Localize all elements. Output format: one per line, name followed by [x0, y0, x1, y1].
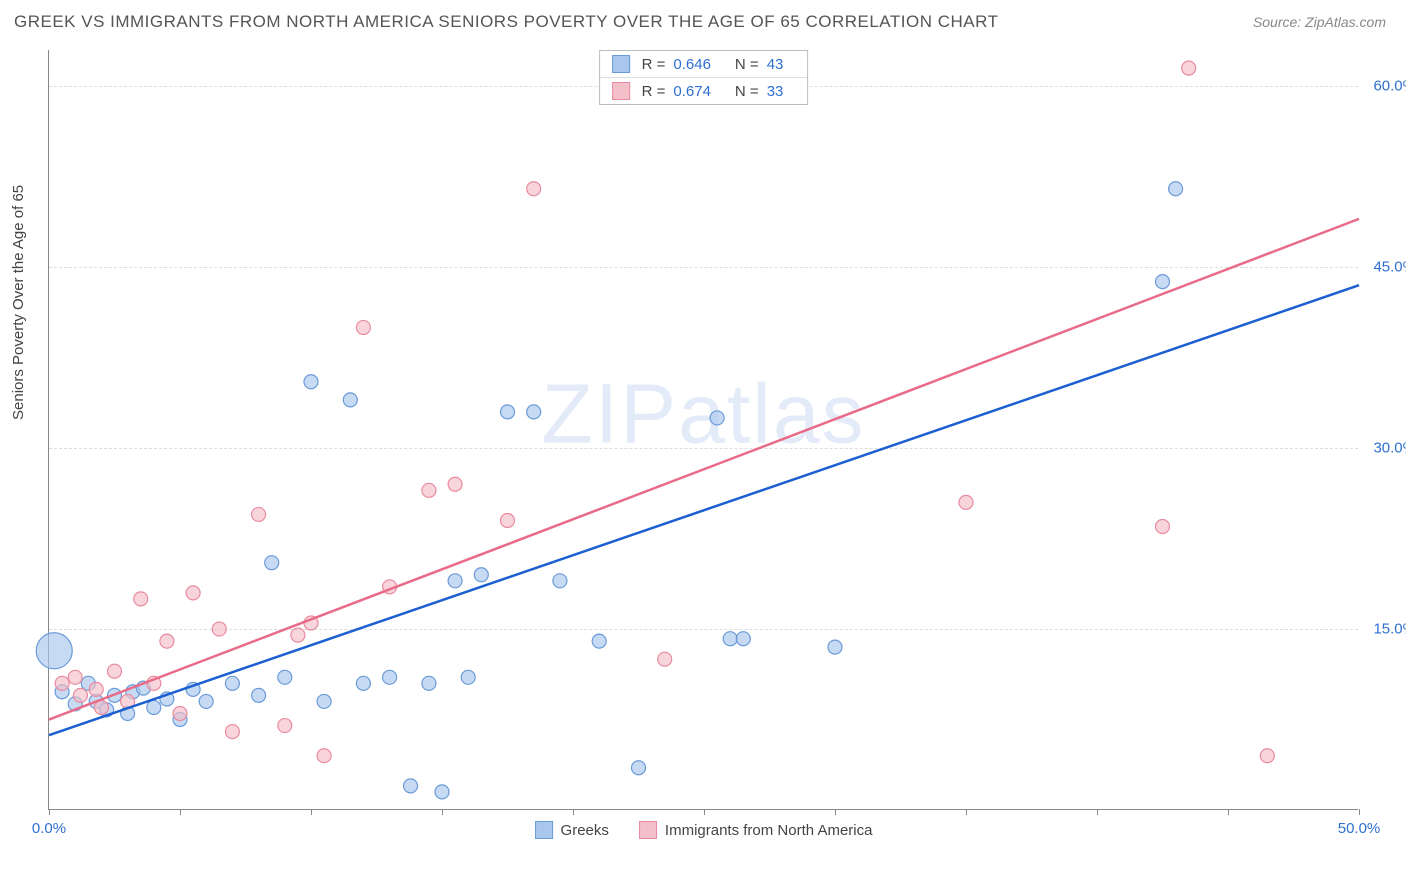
- r-value-1: 0.646: [673, 56, 711, 73]
- data-point: [1182, 61, 1196, 75]
- data-point: [199, 694, 213, 708]
- data-point: [212, 622, 226, 636]
- y-axis-label: Seniors Poverty Over the Age of 65: [10, 185, 27, 420]
- data-point: [317, 749, 331, 763]
- data-point: [291, 628, 305, 642]
- data-point: [317, 694, 331, 708]
- legend-item-2: Immigrants from North America: [639, 821, 873, 839]
- legend-swatch-2: [639, 821, 657, 839]
- data-point: [592, 634, 606, 648]
- data-point: [723, 632, 737, 646]
- swatch-series1: [612, 55, 630, 73]
- x-tick-label: 50.0%: [1338, 820, 1381, 837]
- data-point: [173, 706, 187, 720]
- y-tick-label: 30.0%: [1373, 440, 1406, 457]
- data-point: [147, 700, 161, 714]
- data-point: [304, 375, 318, 389]
- data-point: [527, 405, 541, 419]
- data-point: [278, 719, 292, 733]
- data-point: [186, 586, 200, 600]
- data-point: [252, 688, 266, 702]
- data-point: [448, 477, 462, 491]
- chart-title: GREEK VS IMMIGRANTS FROM NORTH AMERICA S…: [14, 12, 998, 32]
- data-point: [1169, 182, 1183, 196]
- data-point: [422, 483, 436, 497]
- data-point: [422, 676, 436, 690]
- n-value-1: 43: [767, 56, 784, 73]
- data-point: [73, 688, 87, 702]
- data-point: [225, 676, 239, 690]
- legend-label-1: Greeks: [561, 822, 609, 839]
- data-point: [527, 182, 541, 196]
- swatch-series2: [612, 82, 630, 100]
- data-point: [1156, 520, 1170, 534]
- data-point: [383, 670, 397, 684]
- bottom-legend: Greeks Immigrants from North America: [535, 821, 873, 839]
- data-point: [710, 411, 724, 425]
- stats-row-series2: R = 0.674 N = 33: [600, 77, 808, 104]
- stats-row-series1: R = 0.646 N = 43: [600, 51, 808, 77]
- y-tick-label: 60.0%: [1373, 78, 1406, 95]
- data-point: [404, 779, 418, 793]
- data-point: [343, 393, 357, 407]
- data-point: [160, 634, 174, 648]
- data-point: [1260, 749, 1274, 763]
- x-tick: [1359, 809, 1360, 815]
- data-point: [448, 574, 462, 588]
- n-value-2: 33: [767, 83, 784, 100]
- trend-line: [49, 219, 1359, 720]
- data-point: [134, 592, 148, 606]
- y-tick-label: 45.0%: [1373, 259, 1406, 276]
- data-point: [474, 568, 488, 582]
- chart-plot-area: ZIPatlas 15.0%30.0%45.0%60.0%0.0%50.0% R…: [48, 50, 1358, 810]
- y-tick-label: 15.0%: [1373, 621, 1406, 638]
- data-point: [501, 405, 515, 419]
- data-point: [356, 676, 370, 690]
- data-point: [252, 507, 266, 521]
- data-point: [225, 725, 239, 739]
- correlation-stats-box: R = 0.646 N = 43 R = 0.674 N = 33: [599, 50, 809, 105]
- data-point: [658, 652, 672, 666]
- legend-swatch-1: [535, 821, 553, 839]
- data-point: [828, 640, 842, 654]
- legend-item-1: Greeks: [535, 821, 609, 839]
- data-point: [89, 682, 103, 696]
- data-point: [265, 556, 279, 570]
- data-point: [55, 676, 69, 690]
- data-point: [108, 664, 122, 678]
- legend-label-2: Immigrants from North America: [665, 822, 873, 839]
- data-point: [461, 670, 475, 684]
- data-point: [278, 670, 292, 684]
- data-point: [632, 761, 646, 775]
- data-point: [501, 513, 515, 527]
- data-point: [435, 785, 449, 799]
- plot-svg: [49, 50, 1359, 810]
- data-point: [36, 633, 72, 669]
- source-attribution: Source: ZipAtlas.com: [1253, 14, 1386, 30]
- trend-line: [49, 285, 1359, 735]
- data-point: [68, 670, 82, 684]
- x-tick-label: 0.0%: [32, 820, 66, 837]
- data-point: [553, 574, 567, 588]
- data-point: [736, 632, 750, 646]
- data-point: [356, 320, 370, 334]
- r-value-2: 0.674: [673, 83, 711, 100]
- data-point: [1156, 275, 1170, 289]
- data-point: [959, 495, 973, 509]
